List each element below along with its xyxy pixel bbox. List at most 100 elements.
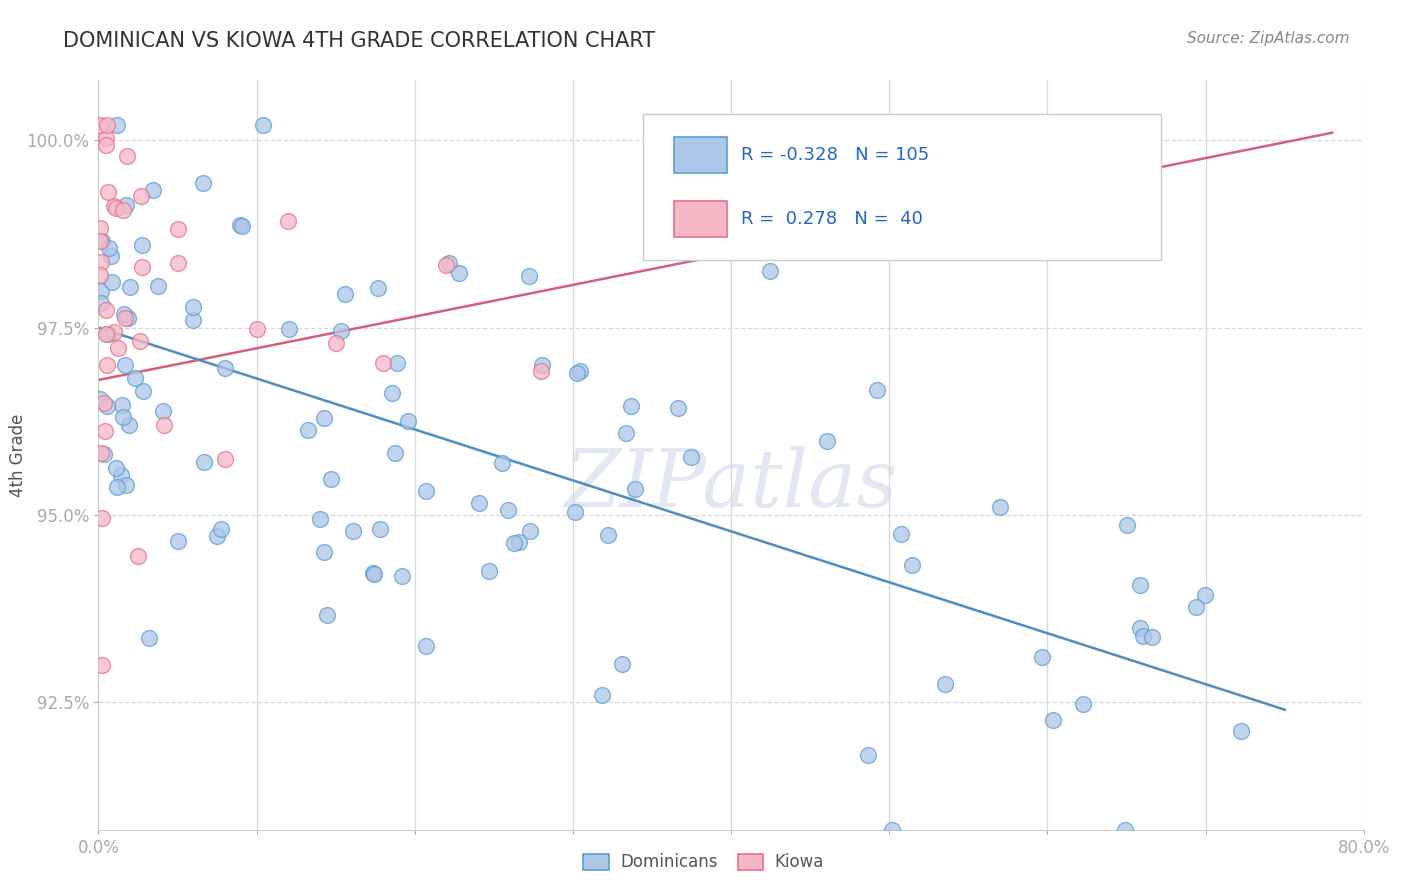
Text: Kiowa: Kiowa bbox=[775, 853, 824, 871]
Point bbox=[153, 418, 176, 433]
Point bbox=[152, 404, 174, 418]
Point bbox=[117, 311, 139, 326]
Point bbox=[278, 321, 301, 335]
Point bbox=[277, 214, 299, 228]
Text: R = -0.328   N = 105: R = -0.328 N = 105 bbox=[741, 146, 929, 164]
Point bbox=[112, 409, 135, 424]
Point bbox=[517, 269, 540, 284]
Point bbox=[90, 284, 112, 298]
Point bbox=[89, 392, 111, 406]
Point bbox=[679, 450, 702, 464]
Point bbox=[115, 149, 138, 163]
Point bbox=[415, 484, 437, 499]
Point bbox=[342, 524, 364, 538]
Point bbox=[312, 410, 335, 425]
Point bbox=[105, 480, 128, 494]
Point bbox=[103, 199, 125, 213]
Point bbox=[1194, 588, 1216, 602]
Point bbox=[105, 118, 128, 132]
Point bbox=[104, 201, 127, 215]
Point bbox=[890, 526, 912, 541]
Point bbox=[478, 565, 501, 579]
Point bbox=[447, 266, 470, 280]
Point bbox=[530, 363, 553, 377]
Point bbox=[1114, 822, 1136, 837]
Point bbox=[138, 631, 160, 645]
Point bbox=[467, 496, 489, 510]
Point bbox=[759, 264, 782, 278]
Point bbox=[624, 483, 647, 497]
Point bbox=[367, 281, 389, 295]
Point bbox=[142, 183, 165, 197]
Point bbox=[988, 500, 1011, 514]
Point bbox=[166, 256, 188, 270]
Point bbox=[97, 185, 120, 199]
Point bbox=[496, 503, 519, 517]
Point bbox=[877, 118, 900, 132]
Point bbox=[214, 452, 236, 467]
Point bbox=[89, 118, 111, 132]
Point bbox=[384, 446, 406, 460]
Point bbox=[118, 418, 141, 433]
Point bbox=[90, 511, 112, 525]
Point bbox=[363, 566, 385, 580]
Point bbox=[880, 822, 903, 837]
Point bbox=[96, 358, 118, 372]
Point bbox=[131, 238, 153, 252]
Point bbox=[112, 202, 135, 217]
Point bbox=[381, 385, 404, 400]
Point bbox=[363, 567, 385, 582]
Point bbox=[612, 657, 634, 672]
Point bbox=[129, 189, 152, 203]
Point bbox=[110, 467, 132, 482]
Point bbox=[90, 657, 112, 672]
Text: DOMINICAN VS KIOWA 4TH GRADE CORRELATION CHART: DOMINICAN VS KIOWA 4TH GRADE CORRELATION… bbox=[63, 31, 655, 51]
Point bbox=[900, 558, 922, 572]
Point bbox=[491, 456, 513, 470]
Point bbox=[1073, 697, 1095, 711]
Point bbox=[309, 512, 332, 526]
Point bbox=[415, 639, 437, 653]
Point bbox=[114, 358, 136, 372]
Point bbox=[96, 326, 118, 341]
FancyBboxPatch shape bbox=[643, 114, 1161, 260]
Point bbox=[315, 607, 337, 622]
Point bbox=[564, 505, 586, 519]
Point bbox=[114, 310, 136, 325]
Point bbox=[89, 221, 111, 235]
Point bbox=[866, 383, 889, 397]
Point bbox=[111, 398, 134, 412]
Point bbox=[368, 522, 391, 536]
Point bbox=[614, 426, 637, 441]
Point bbox=[333, 287, 356, 301]
Text: Source: ZipAtlas.com: Source: ZipAtlas.com bbox=[1187, 31, 1350, 46]
Point bbox=[209, 522, 232, 536]
Point bbox=[1185, 599, 1208, 614]
Point bbox=[1031, 649, 1053, 664]
Point bbox=[1042, 714, 1064, 728]
Point bbox=[167, 222, 190, 236]
Point bbox=[1129, 578, 1152, 592]
Point bbox=[1115, 517, 1137, 532]
Point bbox=[114, 478, 136, 492]
Point bbox=[94, 138, 117, 153]
Point bbox=[90, 446, 112, 460]
Point bbox=[565, 366, 588, 380]
Bar bbox=[675, 201, 727, 237]
Point bbox=[231, 219, 253, 234]
Text: Dominicans: Dominicans bbox=[620, 853, 717, 871]
Point bbox=[531, 358, 554, 372]
Point bbox=[100, 248, 122, 262]
Y-axis label: 4th Grade: 4th Grade bbox=[8, 413, 27, 497]
Point bbox=[97, 326, 120, 341]
Point bbox=[371, 356, 394, 370]
Point bbox=[329, 324, 352, 338]
Point bbox=[90, 234, 112, 248]
Point bbox=[596, 528, 619, 542]
Point bbox=[148, 279, 170, 293]
Point bbox=[1230, 724, 1253, 739]
Point bbox=[89, 268, 111, 282]
Point bbox=[103, 325, 125, 339]
Point bbox=[321, 472, 343, 486]
Point bbox=[107, 342, 129, 356]
